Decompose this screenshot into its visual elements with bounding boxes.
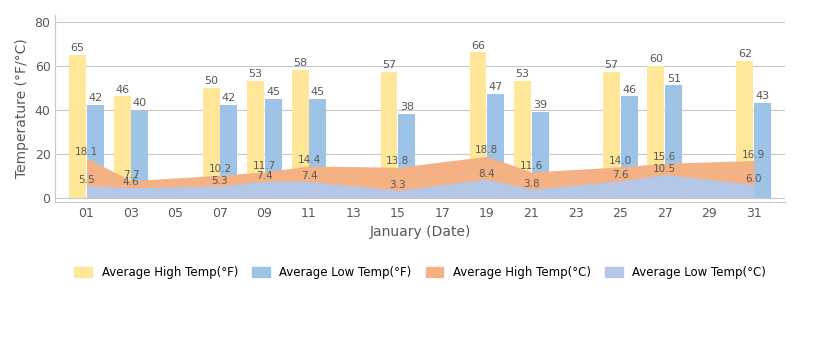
Bar <box>87 105 104 198</box>
Text: 10.2: 10.2 <box>208 164 232 174</box>
Text: 43: 43 <box>755 91 769 101</box>
Text: 58: 58 <box>293 58 307 68</box>
Text: 11.7: 11.7 <box>253 161 276 171</box>
Bar <box>381 72 398 198</box>
Bar <box>131 110 149 198</box>
Text: 50: 50 <box>204 76 218 86</box>
Text: 7.4: 7.4 <box>256 171 273 181</box>
Bar <box>310 98 326 198</box>
Y-axis label: Temperature (°F/°C): Temperature (°F/°C) <box>15 39 29 178</box>
Legend: Average High Temp(°F), Average Low Temp(°F), Average High Temp(°C), Average Low : Average High Temp(°F), Average Low Temp(… <box>68 260 772 285</box>
Bar <box>754 103 771 198</box>
Text: 62: 62 <box>738 50 752 59</box>
Text: 10.5: 10.5 <box>653 164 676 174</box>
Text: 40: 40 <box>133 98 147 108</box>
Text: 5.3: 5.3 <box>212 176 228 186</box>
Text: 47: 47 <box>489 83 503 92</box>
Bar <box>203 88 220 198</box>
Text: 51: 51 <box>666 73 681 84</box>
Text: 18.8: 18.8 <box>476 146 499 155</box>
Text: 46: 46 <box>115 85 129 94</box>
Bar <box>69 55 86 198</box>
Text: 57: 57 <box>382 60 396 71</box>
Text: 7.7: 7.7 <box>123 170 139 180</box>
Text: 13.8: 13.8 <box>386 156 409 167</box>
Bar <box>398 114 415 198</box>
Text: 14.0: 14.0 <box>608 156 632 166</box>
Text: 14.4: 14.4 <box>297 155 320 165</box>
Text: 5.5: 5.5 <box>78 175 95 185</box>
Bar <box>736 61 754 198</box>
Text: 11.6: 11.6 <box>520 161 543 171</box>
Text: 15.6: 15.6 <box>653 152 676 163</box>
Text: 16.9: 16.9 <box>742 150 765 160</box>
Bar <box>470 52 486 198</box>
Text: 8.4: 8.4 <box>479 169 496 179</box>
Text: 38: 38 <box>400 102 414 112</box>
Text: 4.6: 4.6 <box>123 177 139 187</box>
Bar <box>114 96 130 198</box>
Text: 45: 45 <box>310 87 325 97</box>
Text: 46: 46 <box>622 85 637 94</box>
Bar <box>221 105 237 198</box>
Text: 6.0: 6.0 <box>745 174 762 184</box>
Text: 42: 42 <box>222 93 236 104</box>
Text: 66: 66 <box>471 41 485 51</box>
Text: 42: 42 <box>88 93 103 104</box>
Text: 53: 53 <box>515 69 530 79</box>
Bar <box>514 81 531 198</box>
Bar <box>487 94 505 198</box>
Text: 39: 39 <box>533 100 547 110</box>
Text: 57: 57 <box>604 60 618 71</box>
Bar <box>666 85 682 198</box>
Text: 60: 60 <box>649 54 663 64</box>
Bar <box>532 112 549 198</box>
Bar <box>621 96 637 198</box>
Bar <box>647 66 664 198</box>
Text: 53: 53 <box>248 69 262 79</box>
Bar <box>265 98 282 198</box>
X-axis label: January (Date): January (Date) <box>369 226 471 239</box>
Text: 65: 65 <box>71 43 85 53</box>
Text: 7.4: 7.4 <box>300 171 317 181</box>
Bar <box>247 81 264 198</box>
Text: 7.6: 7.6 <box>612 171 628 181</box>
Bar <box>291 70 309 198</box>
Text: 18.1: 18.1 <box>75 147 98 157</box>
Text: 3.8: 3.8 <box>523 179 540 189</box>
Text: 45: 45 <box>266 87 281 97</box>
Text: 3.3: 3.3 <box>389 180 406 190</box>
Bar <box>603 72 620 198</box>
